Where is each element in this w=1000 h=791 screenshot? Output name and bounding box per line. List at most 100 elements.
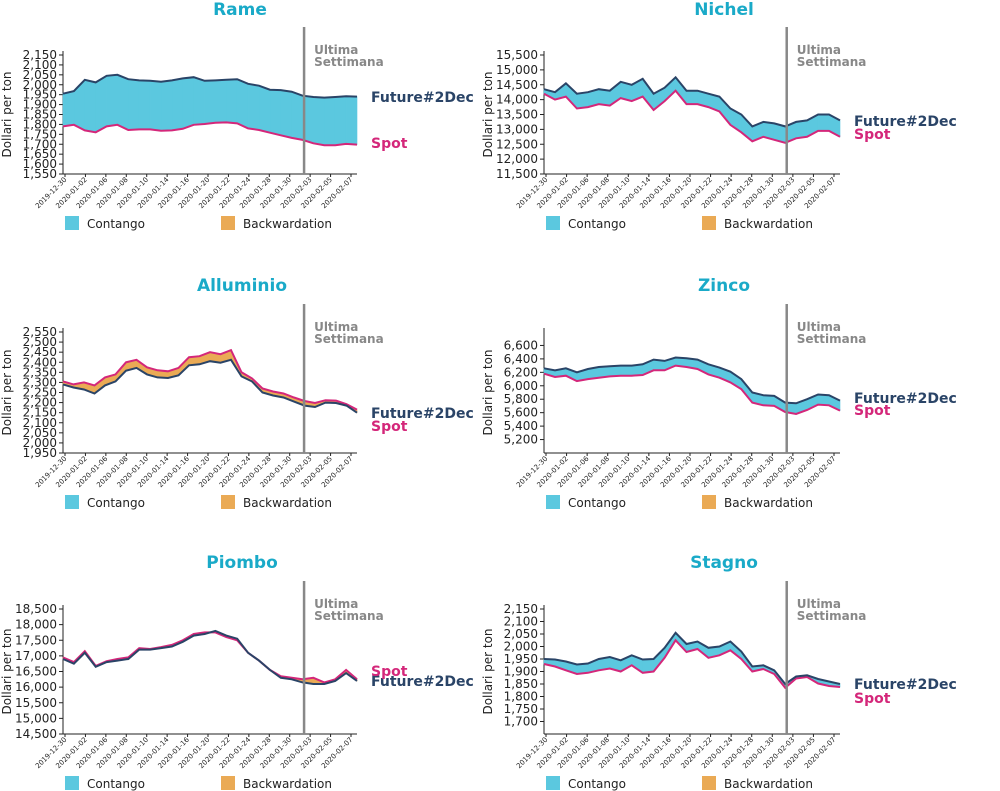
contango-band [258,85,271,134]
contango-band [795,120,808,139]
y-tick-label: 15,000 [496,63,538,77]
contango-band [95,75,107,133]
spot-line [543,89,841,144]
contango-band [324,96,336,146]
last-week-label-line1: Ultima [314,43,358,57]
y-axis-label: Dollari per ton [0,628,14,714]
spot-line [62,121,358,147]
contango-band [149,80,162,132]
last-week-label-line2: Settimana [314,55,384,69]
legend-label-contango: Contango [87,496,145,510]
y-axis-label: Dollari per ton [0,71,14,157]
y-tick-label: 14,500 [496,78,538,92]
legend-label-contango: Contango [568,217,626,231]
contango-band [598,88,611,106]
legend-label-backwardation: Backwardation [724,496,813,510]
y-tick-label: 6,000 [504,379,538,393]
spot-series-label: Spot [854,691,891,707]
contango-band [762,394,775,407]
y-tick-label: 2,550 [23,325,57,339]
contango-band [664,76,676,102]
y-tick-label: 1,650 [23,147,57,161]
y-tick-label: 14,000 [496,93,538,107]
y-tick-label: 1,550 [23,167,57,181]
contango-band [675,76,687,105]
y-tick-label: 14,500 [15,727,57,741]
y-tick-label: 16,000 [15,680,57,694]
contango-band [620,365,633,376]
legend-swatch-backwardation [221,216,235,230]
future-series-label: Future#2Dec [854,391,957,407]
contango-band [817,394,830,406]
y-tick-label: 2,100 [23,416,57,430]
y-tick-label: 12,500 [496,137,538,151]
y-tick-label: 2,150 [23,406,57,420]
y-tick-label: 2,450 [23,345,57,359]
contango-band [62,90,75,127]
contango-band [117,74,129,131]
y-tick-label: 1,950 [23,88,57,102]
contango-band [642,77,654,111]
future-line [62,73,358,99]
contango-band [280,89,292,139]
y-tick-label: 6,200 [504,365,538,379]
y-tick-label: 13,500 [496,108,538,122]
legend-label-contango: Contango [87,777,145,791]
y-tick-label: 6,600 [504,338,538,352]
y-tick-label: 17,500 [15,633,57,647]
legend-label-backwardation: Backwardation [243,217,332,231]
spot-line [62,348,358,411]
legend-swatch-backwardation [702,495,716,509]
contango-band [719,95,731,126]
y-tick-label: 18,000 [15,618,57,632]
last-week-label-line1: Ultima [314,320,358,334]
future-series-label: Future#2Dec [854,114,957,130]
chart-title: Piombo [206,553,278,573]
y-tick-label: 15,500 [496,48,538,62]
future-series-label: Future#2Dec [371,406,474,422]
contango-band [236,78,249,129]
contango-band [128,78,140,131]
y-tick-label: 1,750 [23,127,57,141]
y-tick-label: 2,100 [504,615,538,629]
last-week-label-line1: Ultima [797,597,841,611]
contango-band [204,80,216,125]
contango-band [160,80,173,132]
last-week-label-line1: Ultima [314,597,358,611]
future-series-label: Future#2Dec [371,90,474,106]
contango-band [247,83,260,131]
contango-band [313,96,325,146]
contango-band [182,76,194,130]
contango-band [334,95,347,146]
y-tick-label: 2,150 [23,48,57,62]
future-line [543,631,841,686]
y-tick-label: 1,800 [504,690,538,704]
y-tick-label: 2,500 [23,335,57,349]
y-tick-label: 2,050 [23,68,57,82]
y-tick-label: 5,600 [504,406,538,420]
y-tick-label: 1,900 [23,98,57,112]
y-tick-label: 16,500 [15,665,57,679]
contango-band [138,80,151,130]
y-tick-label: 5,800 [504,392,538,406]
future-line [62,629,358,685]
y-tick-label: 2,100 [23,58,57,72]
y-axis-label: Dollari per ton [481,628,495,714]
contango-band [345,95,358,145]
legend-label-backwardation: Backwardation [243,777,332,791]
contango-band [171,78,184,131]
chart-panel-zinco: Zinco 5,2005,4005,6005,8006,0006,2006,400… [481,276,957,510]
y-tick-label: 11,500 [496,167,538,181]
legend-label-backwardation: Backwardation [724,777,813,791]
future-series-label: Future#2Dec [371,674,474,690]
future-series-label: Future#2Dec [854,677,957,693]
contango-band [193,76,205,126]
spot-line [543,638,841,690]
future-line [543,75,841,128]
last-week-label-line1: Ultima [797,320,841,334]
spot-series-label: Spot [371,664,408,680]
chart-panel-alluminio: Alluminio1,9502,0002,0502,1002,1502,2002… [0,276,474,510]
y-tick-label: 1,950 [23,446,57,460]
chart-panel-rame: Rame1,5501,6001,6501,7001,7501,8001,8501… [0,0,474,231]
